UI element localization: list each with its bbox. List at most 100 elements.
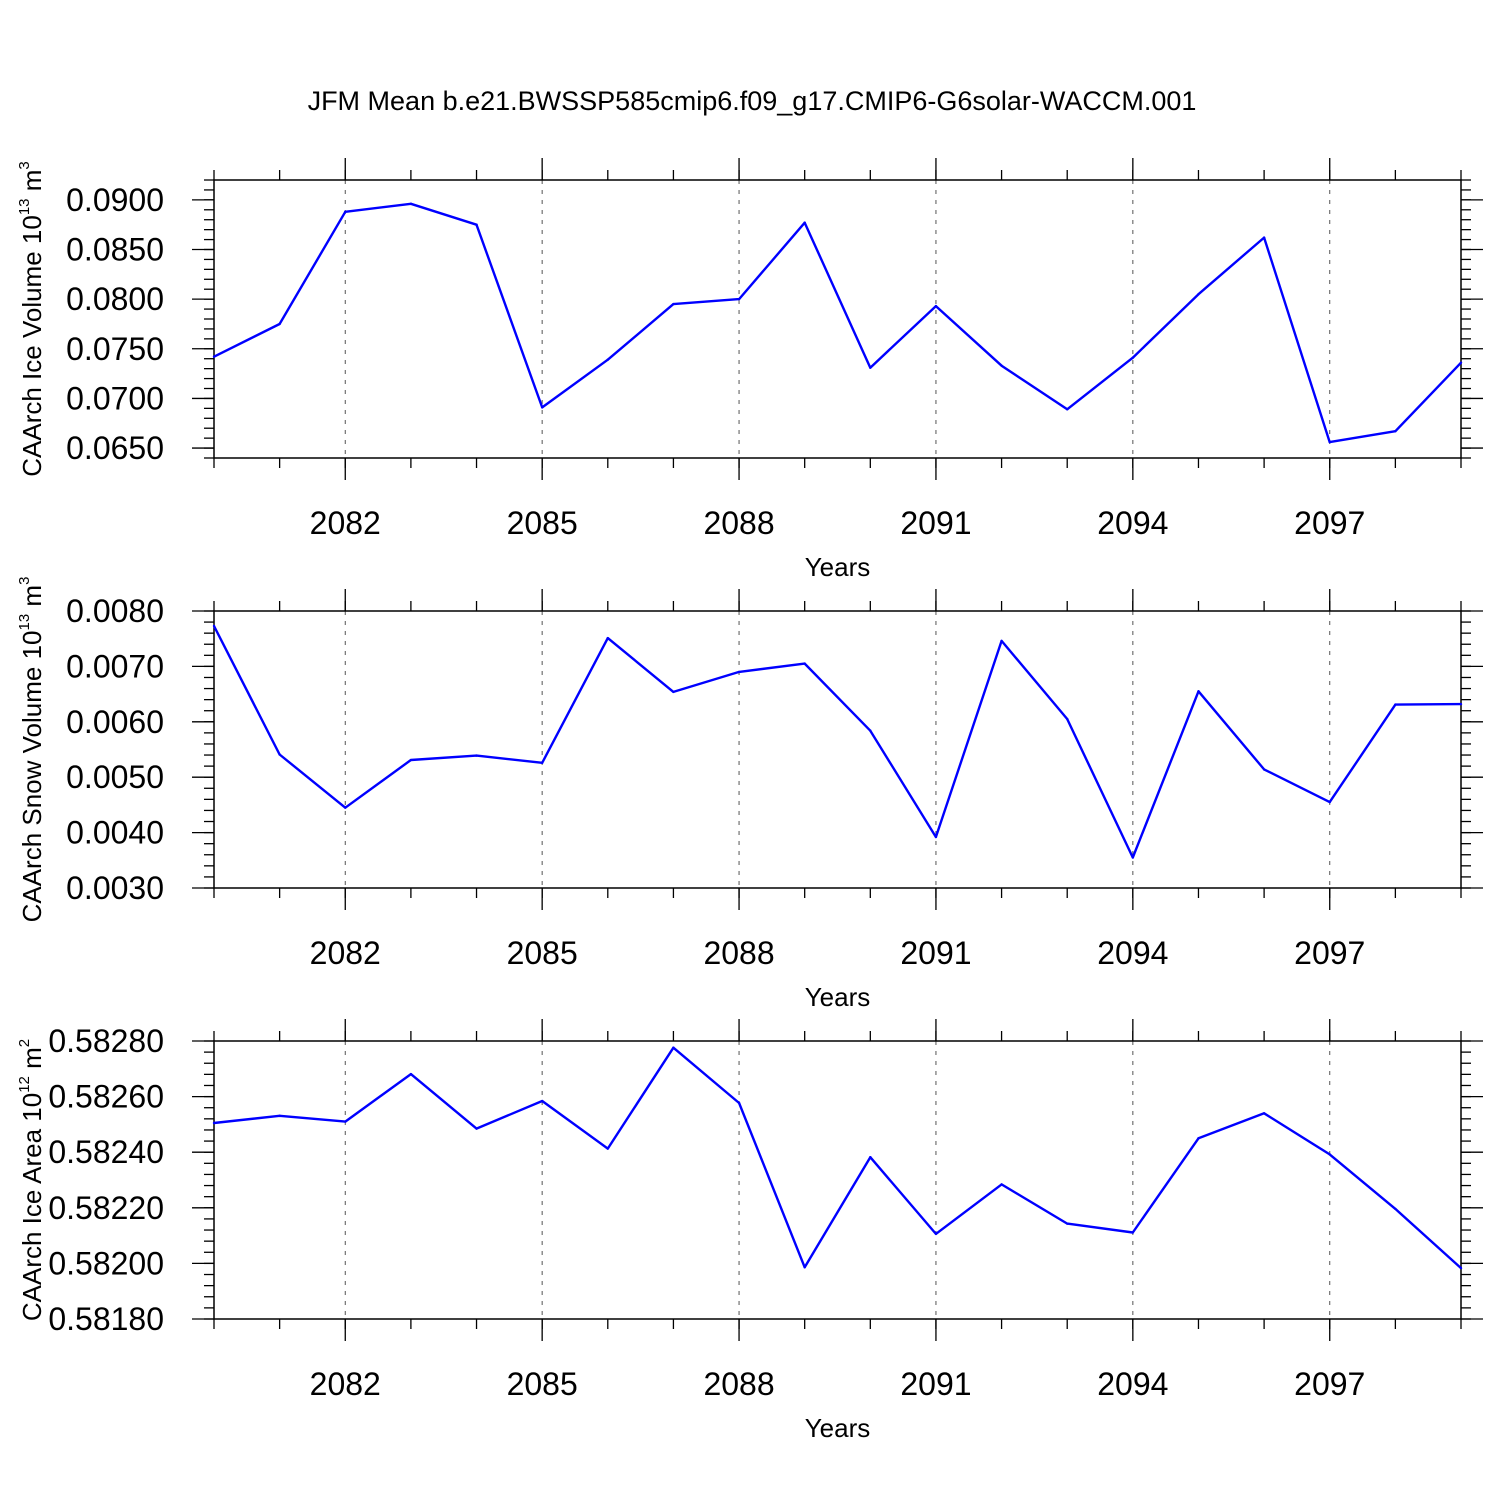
y-axis-label-unit: m <box>17 1047 47 1076</box>
y-tick-label: 0.58200 <box>48 1245 164 1281</box>
data-point-2094 <box>1131 856 1135 859</box>
data-point-2088 <box>737 1101 741 1105</box>
data-point-2093 <box>1066 408 1069 411</box>
x-tick-label: 2091 <box>900 505 971 541</box>
y-tick-label: 0.58260 <box>48 1079 164 1115</box>
data-point-2095 <box>1197 690 1200 693</box>
data-point-2093 <box>1066 717 1069 721</box>
plot-frame <box>213 610 1462 889</box>
data-point-2087 <box>672 690 675 694</box>
y-tick-label: 0.0650 <box>66 430 164 466</box>
data-point-2097 <box>1328 440 1331 444</box>
data-point-2090 <box>869 366 872 369</box>
y-axis-label: CAArch Ice Area 1012 m2 <box>16 1039 47 1321</box>
y-axis-label-exponent: 13 <box>16 614 33 631</box>
y-axis-label-unit: m <box>17 170 47 199</box>
data-point-2086 <box>606 1147 609 1150</box>
data-point-2086 <box>606 358 609 361</box>
data-point-2085 <box>540 761 544 764</box>
y-tick-label: 0.0800 <box>66 281 164 317</box>
x-tick-label: 2094 <box>1097 935 1168 971</box>
x-tick-label: 2091 <box>900 1366 971 1402</box>
data-point-2088 <box>737 670 741 674</box>
data-point-2080 <box>212 355 216 358</box>
y-tick-label: 0.0850 <box>66 232 164 268</box>
data-point-2099 <box>1459 1266 1463 1270</box>
y-axis-label: CAArch Ice Volume 1013 m3 <box>16 161 47 477</box>
data-point-2083 <box>409 202 413 206</box>
data-point-2095 <box>1197 292 1200 296</box>
data-point-2091 <box>934 304 938 308</box>
y-tick-label: 0.0030 <box>66 870 164 906</box>
y-tick-label: 0.0060 <box>66 704 164 740</box>
data-point-2090 <box>869 1156 872 1159</box>
x-tick-label: 2082 <box>310 935 381 971</box>
y-tick-label: 0.0080 <box>66 593 164 629</box>
data-point-2087 <box>672 302 675 306</box>
x-tick-label: 2097 <box>1294 935 1365 971</box>
data-point-2096 <box>1262 768 1266 771</box>
y-tick-label: 0.58180 <box>48 1301 164 1337</box>
x-tick-label: 2088 <box>703 1366 774 1402</box>
data-point-2084 <box>475 1127 478 1130</box>
data-point-2084 <box>475 223 478 226</box>
data-point-2099 <box>1459 361 1463 364</box>
data-point-2081 <box>278 1114 281 1117</box>
data-point-2092 <box>1000 364 1003 367</box>
data-point-2087 <box>672 1046 675 1049</box>
x-tick-label: 2085 <box>507 1366 578 1402</box>
series-line <box>212 625 1462 859</box>
data-point-2098 <box>1394 1207 1397 1211</box>
chart-panel-3: 2082 2085 2088 2091 2094 2097 0.58180 0.58200 0.… <box>16 1019 1483 1443</box>
x-axis-label: Years <box>805 552 871 582</box>
data-point-2093 <box>1066 1222 1069 1225</box>
y-tick-label: 0.0750 <box>66 331 164 367</box>
data-point-2099 <box>1459 702 1463 706</box>
x-tick-label: 2085 <box>507 935 578 971</box>
x-tick-label: 2094 <box>1097 505 1168 541</box>
chart-panel-1: 2082 2085 2088 2091 2094 2097 0.0650 0.0700 0.07… <box>16 158 1483 582</box>
y-axis-label-unit: m <box>17 585 47 614</box>
y-axis-label-text: CAArch Ice Volume 10 <box>17 215 47 477</box>
y-tick-label: 0.0070 <box>66 648 164 684</box>
figure-title: JFM Mean b.e21.BWSSP585cmip6.f09_g17.CMI… <box>308 86 1197 116</box>
data-point-2086 <box>606 636 609 640</box>
data-point-2097 <box>1328 1153 1331 1156</box>
data-point-2089 <box>803 1266 806 1269</box>
x-tick-label: 2082 <box>310 1366 381 1402</box>
series-line <box>213 202 1462 444</box>
y-axis-label-exponent: 12 <box>16 1076 33 1093</box>
x-tick-label: 2094 <box>1097 1366 1168 1402</box>
data-point-2091 <box>934 835 938 839</box>
y-axis-label-text: CAArch Snow Volume 10 <box>17 630 47 922</box>
chart-panel-2: 2082 2085 2088 2091 2094 2097 0.0030 0.0040 0.00… <box>16 577 1483 1012</box>
x-tick-label: 2085 <box>507 505 578 541</box>
data-point-2083 <box>409 1072 413 1076</box>
plot-frame <box>213 179 1462 459</box>
y-tick-label: 0.0900 <box>66 182 164 218</box>
y-axis-label-unit-exponent: 2 <box>16 1039 33 1047</box>
y-tick-label: 0.58220 <box>48 1190 164 1226</box>
plot-frame <box>213 1040 1462 1320</box>
data-point-2088 <box>737 297 741 301</box>
data-point-2085 <box>540 1099 544 1103</box>
data-point-2082 <box>344 1120 347 1123</box>
series-line <box>213 1046 1462 1269</box>
data-point-2094 <box>1131 1231 1135 1234</box>
data-point-2097 <box>1328 800 1331 804</box>
data-point-2089 <box>803 221 806 224</box>
y-axis-label: CAArch Snow Volume 1013 m3 <box>16 577 47 923</box>
data-point-2085 <box>540 406 544 409</box>
data-point-2082 <box>344 210 347 213</box>
data-point-2092 <box>1000 639 1003 643</box>
x-tick-label: 2082 <box>310 505 381 541</box>
x-tick-label: 2097 <box>1294 505 1365 541</box>
panels-group: 2082 2085 2088 2091 2094 2097 0.0650 0.0700 0.07… <box>16 158 1483 1443</box>
data-point-2080 <box>212 624 216 628</box>
y-tick-label: 0.0040 <box>66 815 164 851</box>
y-axis-label-unit-exponent: 3 <box>16 577 33 585</box>
y-tick-label: 0.0050 <box>66 759 164 795</box>
y-tick-label: 0.58240 <box>48 1134 164 1170</box>
y-axis-label-text: CAArch Ice Area 10 <box>17 1093 47 1321</box>
